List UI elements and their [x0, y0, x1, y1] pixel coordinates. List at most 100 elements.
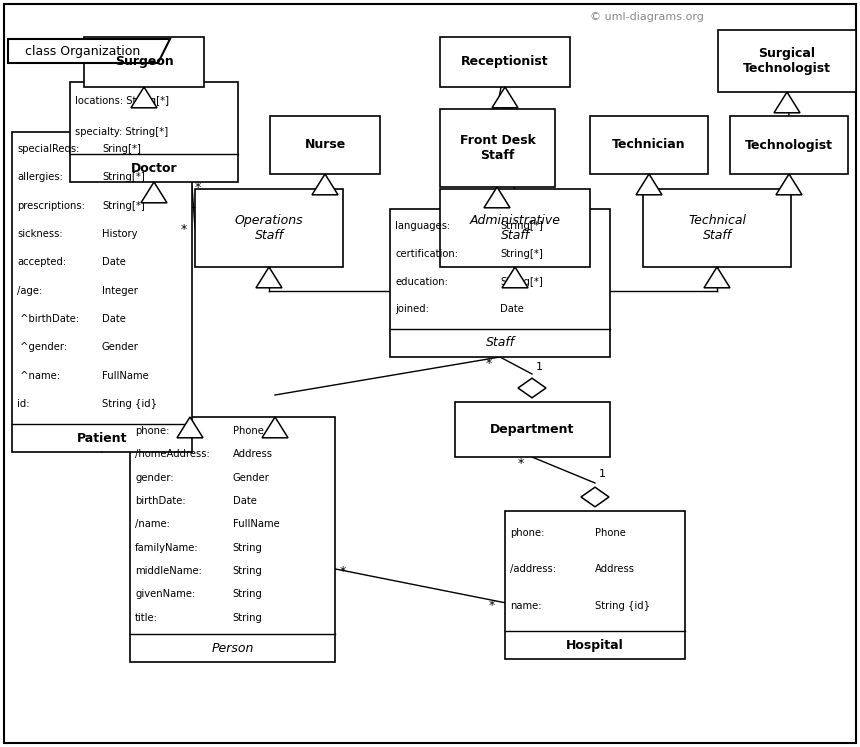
Text: Date: Date	[102, 258, 126, 267]
Text: Hospital: Hospital	[566, 639, 624, 651]
Bar	[718, 30, 856, 92]
Bar	[455, 402, 610, 457]
Text: familyName:: familyName:	[135, 542, 199, 553]
Text: allergies:: allergies:	[17, 173, 63, 182]
Text: Nurse: Nurse	[304, 138, 346, 152]
Text: Patient: Patient	[77, 432, 127, 444]
Polygon shape	[256, 267, 282, 288]
Polygon shape	[484, 187, 510, 208]
Text: Date: Date	[232, 496, 256, 506]
Text: *: *	[181, 223, 187, 236]
Bar	[590, 116, 708, 174]
Text: String {id}: String {id}	[595, 601, 650, 610]
Bar	[440, 189, 590, 267]
Text: String: String	[232, 566, 262, 576]
Text: ^birthDate:: ^birthDate:	[17, 314, 79, 324]
Text: languages:: languages:	[395, 221, 451, 231]
Text: Sring[*]: Sring[*]	[102, 144, 141, 154]
Text: education:: education:	[395, 276, 448, 287]
Text: title:: title:	[135, 613, 158, 623]
Text: specialty: String[*]: specialty: String[*]	[75, 127, 168, 137]
Bar	[84, 37, 204, 87]
Text: String: String	[232, 613, 262, 623]
Text: Surgical
Technologist: Surgical Technologist	[743, 47, 831, 75]
Bar	[730, 116, 848, 174]
Text: History: History	[102, 229, 138, 239]
Text: *: *	[518, 457, 525, 470]
Text: Department: Department	[490, 423, 574, 436]
Text: © uml-diagrams.org: © uml-diagrams.org	[590, 12, 703, 22]
Polygon shape	[262, 417, 288, 438]
Text: Phone: Phone	[595, 528, 626, 538]
Bar	[195, 189, 343, 267]
Bar	[12, 132, 192, 452]
Text: Date: Date	[500, 305, 524, 314]
Text: Technician: Technician	[612, 138, 685, 152]
Bar	[70, 82, 238, 182]
Text: Address: Address	[595, 564, 635, 574]
Text: phone:: phone:	[510, 528, 544, 538]
Text: Phone: Phone	[232, 426, 263, 436]
Polygon shape	[177, 417, 203, 438]
Text: joined:: joined:	[395, 305, 429, 314]
Polygon shape	[502, 267, 528, 288]
Text: Front Desk
Staff: Front Desk Staff	[459, 134, 536, 162]
Text: String[*]: String[*]	[102, 173, 144, 182]
Text: Doctor: Doctor	[131, 161, 177, 175]
Text: String[*]: String[*]	[102, 201, 144, 211]
Text: 1: 1	[536, 362, 543, 372]
Text: *: *	[195, 182, 201, 194]
Text: String: String	[232, 589, 262, 599]
Polygon shape	[518, 378, 546, 398]
Polygon shape	[131, 87, 157, 108]
Text: specialReqs:: specialReqs:	[17, 144, 79, 154]
Text: Integer: Integer	[102, 286, 138, 296]
Text: Technologist: Technologist	[745, 138, 833, 152]
Polygon shape	[776, 174, 802, 195]
Text: givenName:: givenName:	[135, 589, 195, 599]
Text: Address: Address	[232, 450, 273, 459]
Polygon shape	[704, 267, 730, 288]
Text: gender:: gender:	[135, 473, 174, 483]
Text: 1: 1	[599, 469, 606, 479]
Text: String[*]: String[*]	[500, 276, 543, 287]
Text: Person: Person	[212, 642, 254, 654]
Text: certification:: certification:	[395, 249, 458, 258]
Text: Gender: Gender	[232, 473, 269, 483]
Text: String {id}: String {id}	[102, 399, 157, 409]
Polygon shape	[774, 92, 800, 113]
Text: Staff: Staff	[485, 336, 514, 350]
Text: String[*]: String[*]	[500, 221, 543, 231]
Text: /age:: /age:	[17, 286, 42, 296]
Text: Gender: Gender	[102, 342, 138, 353]
Polygon shape	[581, 487, 609, 506]
Text: *: *	[340, 565, 347, 578]
Text: phone:: phone:	[135, 426, 169, 436]
Text: /name:: /name:	[135, 519, 170, 530]
Text: String[*]: String[*]	[500, 249, 543, 258]
Text: birthDate:: birthDate:	[135, 496, 186, 506]
Polygon shape	[8, 39, 170, 63]
Text: FullName: FullName	[102, 371, 149, 381]
Text: *: *	[489, 599, 495, 612]
Text: Surgeon: Surgeon	[114, 55, 174, 69]
Bar	[643, 189, 791, 267]
Bar	[440, 37, 570, 87]
Text: name:: name:	[510, 601, 542, 610]
Bar	[130, 417, 335, 662]
Bar	[440, 109, 555, 187]
Text: /address:: /address:	[510, 564, 556, 574]
Polygon shape	[312, 174, 338, 195]
Text: Operations
Staff: Operations Staff	[235, 214, 304, 242]
Text: *: *	[486, 357, 492, 370]
Text: Technical
Staff: Technical Staff	[688, 214, 746, 242]
Text: Date: Date	[102, 314, 126, 324]
Text: ^gender:: ^gender:	[17, 342, 67, 353]
Polygon shape	[636, 174, 662, 195]
Text: middleName:: middleName:	[135, 566, 202, 576]
Bar	[270, 116, 380, 174]
Text: Receptionist: Receptionist	[461, 55, 549, 69]
Bar	[505, 511, 685, 659]
Text: Administrative
Staff: Administrative Staff	[470, 214, 561, 242]
Text: class Organization: class Organization	[26, 45, 141, 58]
